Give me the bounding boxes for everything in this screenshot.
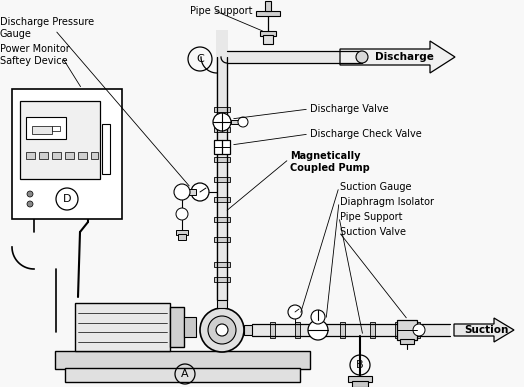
- Bar: [244, 325, 252, 335]
- Bar: [26, 117, 66, 139]
- Bar: [395, 322, 400, 338]
- Bar: [340, 322, 345, 338]
- Polygon shape: [340, 41, 455, 73]
- Bar: [214, 140, 230, 154]
- Circle shape: [191, 183, 209, 201]
- Text: Diaphragm Isolator: Diaphragm Isolator: [340, 197, 434, 207]
- Circle shape: [311, 310, 325, 324]
- Bar: [91, 152, 98, 159]
- Bar: [217, 300, 227, 308]
- Bar: [102, 124, 110, 174]
- Bar: [252, 324, 450, 336]
- Circle shape: [413, 324, 425, 336]
- Bar: [65, 152, 74, 159]
- Bar: [265, 1, 271, 11]
- Bar: [370, 322, 375, 338]
- Text: C: C: [196, 54, 204, 64]
- Bar: [214, 217, 230, 222]
- Bar: [78, 152, 87, 159]
- Bar: [12, 89, 122, 219]
- Bar: [214, 262, 230, 267]
- Bar: [178, 234, 186, 240]
- Circle shape: [27, 201, 33, 207]
- Text: Discharge: Discharge: [375, 52, 434, 62]
- Text: Magnetically
Coupled Pump: Magnetically Coupled Pump: [290, 151, 370, 173]
- Circle shape: [216, 324, 228, 336]
- Bar: [214, 127, 230, 132]
- Bar: [52, 152, 61, 159]
- Bar: [270, 322, 275, 338]
- Bar: [256, 11, 280, 16]
- Bar: [55, 351, 310, 369]
- Bar: [400, 339, 414, 344]
- Text: A: A: [181, 369, 189, 379]
- Bar: [214, 237, 230, 242]
- Text: Pipe Support: Pipe Support: [340, 212, 402, 222]
- Bar: [52, 126, 60, 131]
- Bar: [20, 101, 100, 179]
- Bar: [214, 177, 230, 182]
- Bar: [352, 381, 368, 387]
- Bar: [214, 277, 230, 282]
- Bar: [188, 189, 196, 195]
- Text: Pipe Support: Pipe Support: [190, 6, 253, 16]
- Polygon shape: [454, 318, 514, 342]
- Circle shape: [208, 316, 236, 344]
- Bar: [214, 197, 230, 202]
- Bar: [214, 107, 230, 112]
- Bar: [295, 322, 300, 338]
- Bar: [75, 303, 170, 351]
- Text: Power Monitor
Saftey Device: Power Monitor Saftey Device: [0, 44, 70, 66]
- Text: B: B: [356, 360, 364, 370]
- Bar: [397, 320, 417, 340]
- Bar: [415, 322, 420, 338]
- Text: Discharge Pressure
Gauge: Discharge Pressure Gauge: [0, 17, 94, 39]
- Bar: [176, 230, 188, 235]
- Bar: [184, 317, 196, 337]
- Bar: [39, 152, 48, 159]
- Bar: [65, 368, 300, 382]
- Circle shape: [356, 51, 368, 63]
- Text: Discharge Valve: Discharge Valve: [310, 104, 389, 114]
- Circle shape: [288, 305, 302, 319]
- Text: Suction Valve: Suction Valve: [340, 227, 406, 237]
- Bar: [26, 152, 35, 159]
- Bar: [260, 31, 276, 36]
- Circle shape: [238, 117, 248, 127]
- Text: Suction: Suction: [464, 325, 508, 335]
- Circle shape: [200, 308, 244, 352]
- Bar: [227, 51, 362, 63]
- Circle shape: [27, 191, 33, 197]
- Circle shape: [213, 113, 231, 131]
- Bar: [263, 35, 273, 44]
- Circle shape: [308, 320, 328, 340]
- Text: Discharge Check Valve: Discharge Check Valve: [310, 129, 422, 139]
- Bar: [32, 126, 52, 134]
- Bar: [348, 376, 372, 382]
- Bar: [231, 120, 243, 124]
- Text: Suction Gauge: Suction Gauge: [340, 182, 411, 192]
- Text: D: D: [63, 194, 71, 204]
- Circle shape: [174, 184, 190, 200]
- Circle shape: [176, 208, 188, 220]
- Bar: [214, 157, 230, 162]
- Bar: [216, 30, 228, 300]
- Bar: [170, 307, 184, 347]
